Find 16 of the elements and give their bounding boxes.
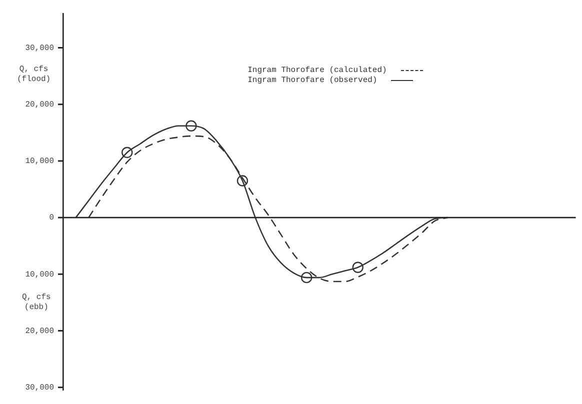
point: [300, 272, 312, 284]
point: [352, 262, 364, 273]
legend-label: Ingram Thorofare (calculated): [248, 66, 387, 76]
text: Q, cfs (ebb): [22, 293, 51, 314]
y-tick-label: 10,000: [25, 270, 54, 280]
point: [186, 120, 197, 132]
y-tick-label: 20,000: [25, 100, 54, 110]
y-tick-label: 10,000: [25, 157, 54, 166]
point: [236, 175, 248, 186]
y-axis-title: Q, cfs (flood): [17, 64, 51, 85]
legend-label: Ingram Thorofare (observed): [248, 76, 378, 86]
y-tick-label: 20,000: [25, 326, 54, 336]
y-tick-label: 30,000: [25, 44, 54, 53]
y-tick-label: 30,000: [25, 383, 54, 392]
y-tick-label: 0: [49, 214, 54, 223]
point: [122, 146, 133, 158]
